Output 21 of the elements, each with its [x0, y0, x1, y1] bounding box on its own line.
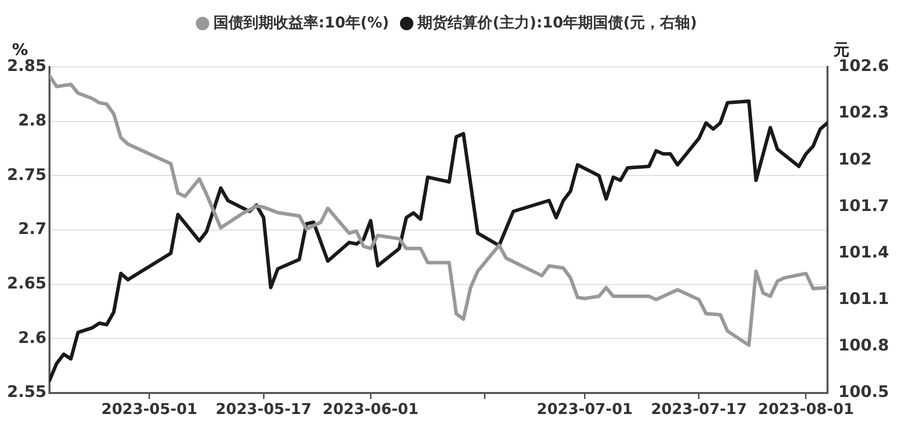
y-tick-label: 2.6	[18, 328, 46, 347]
legend-label: 期货结算价(主力):10年期国债(元，右轴)	[416, 13, 697, 32]
y-tick-label: 2.75	[6, 164, 46, 184]
x-tick-label: 2023-07-17	[650, 400, 747, 418]
y2-tick-label: 101.7	[838, 196, 889, 215]
x-tick-label: 2023-07-01	[536, 400, 633, 418]
legend-label: 国债到期收益率:10年(%)	[214, 13, 390, 32]
y2-tick-label: 102	[838, 149, 872, 168]
y2-tick-label: 100.8	[838, 336, 889, 355]
y2-tick-label: 101.1	[838, 289, 889, 308]
y-tick-label: 2.65	[6, 273, 46, 292]
x-tick-label: 2023-05-17	[216, 400, 312, 418]
y2-tick-label: 101.4	[838, 242, 889, 262]
y-tick-label: 2.8	[18, 110, 46, 130]
y2-tick-label: 102.3	[838, 102, 889, 122]
y-tick-label: 2.7	[18, 219, 46, 238]
y-tick-label: 2.55	[6, 382, 46, 402]
x-tick-label: 2023-05-01	[101, 400, 198, 418]
y2-tick-label: 100.5	[838, 382, 889, 402]
x-tick-label: 2023-08-01	[758, 400, 854, 418]
x-tick-label: 2023-06-01	[322, 400, 419, 418]
